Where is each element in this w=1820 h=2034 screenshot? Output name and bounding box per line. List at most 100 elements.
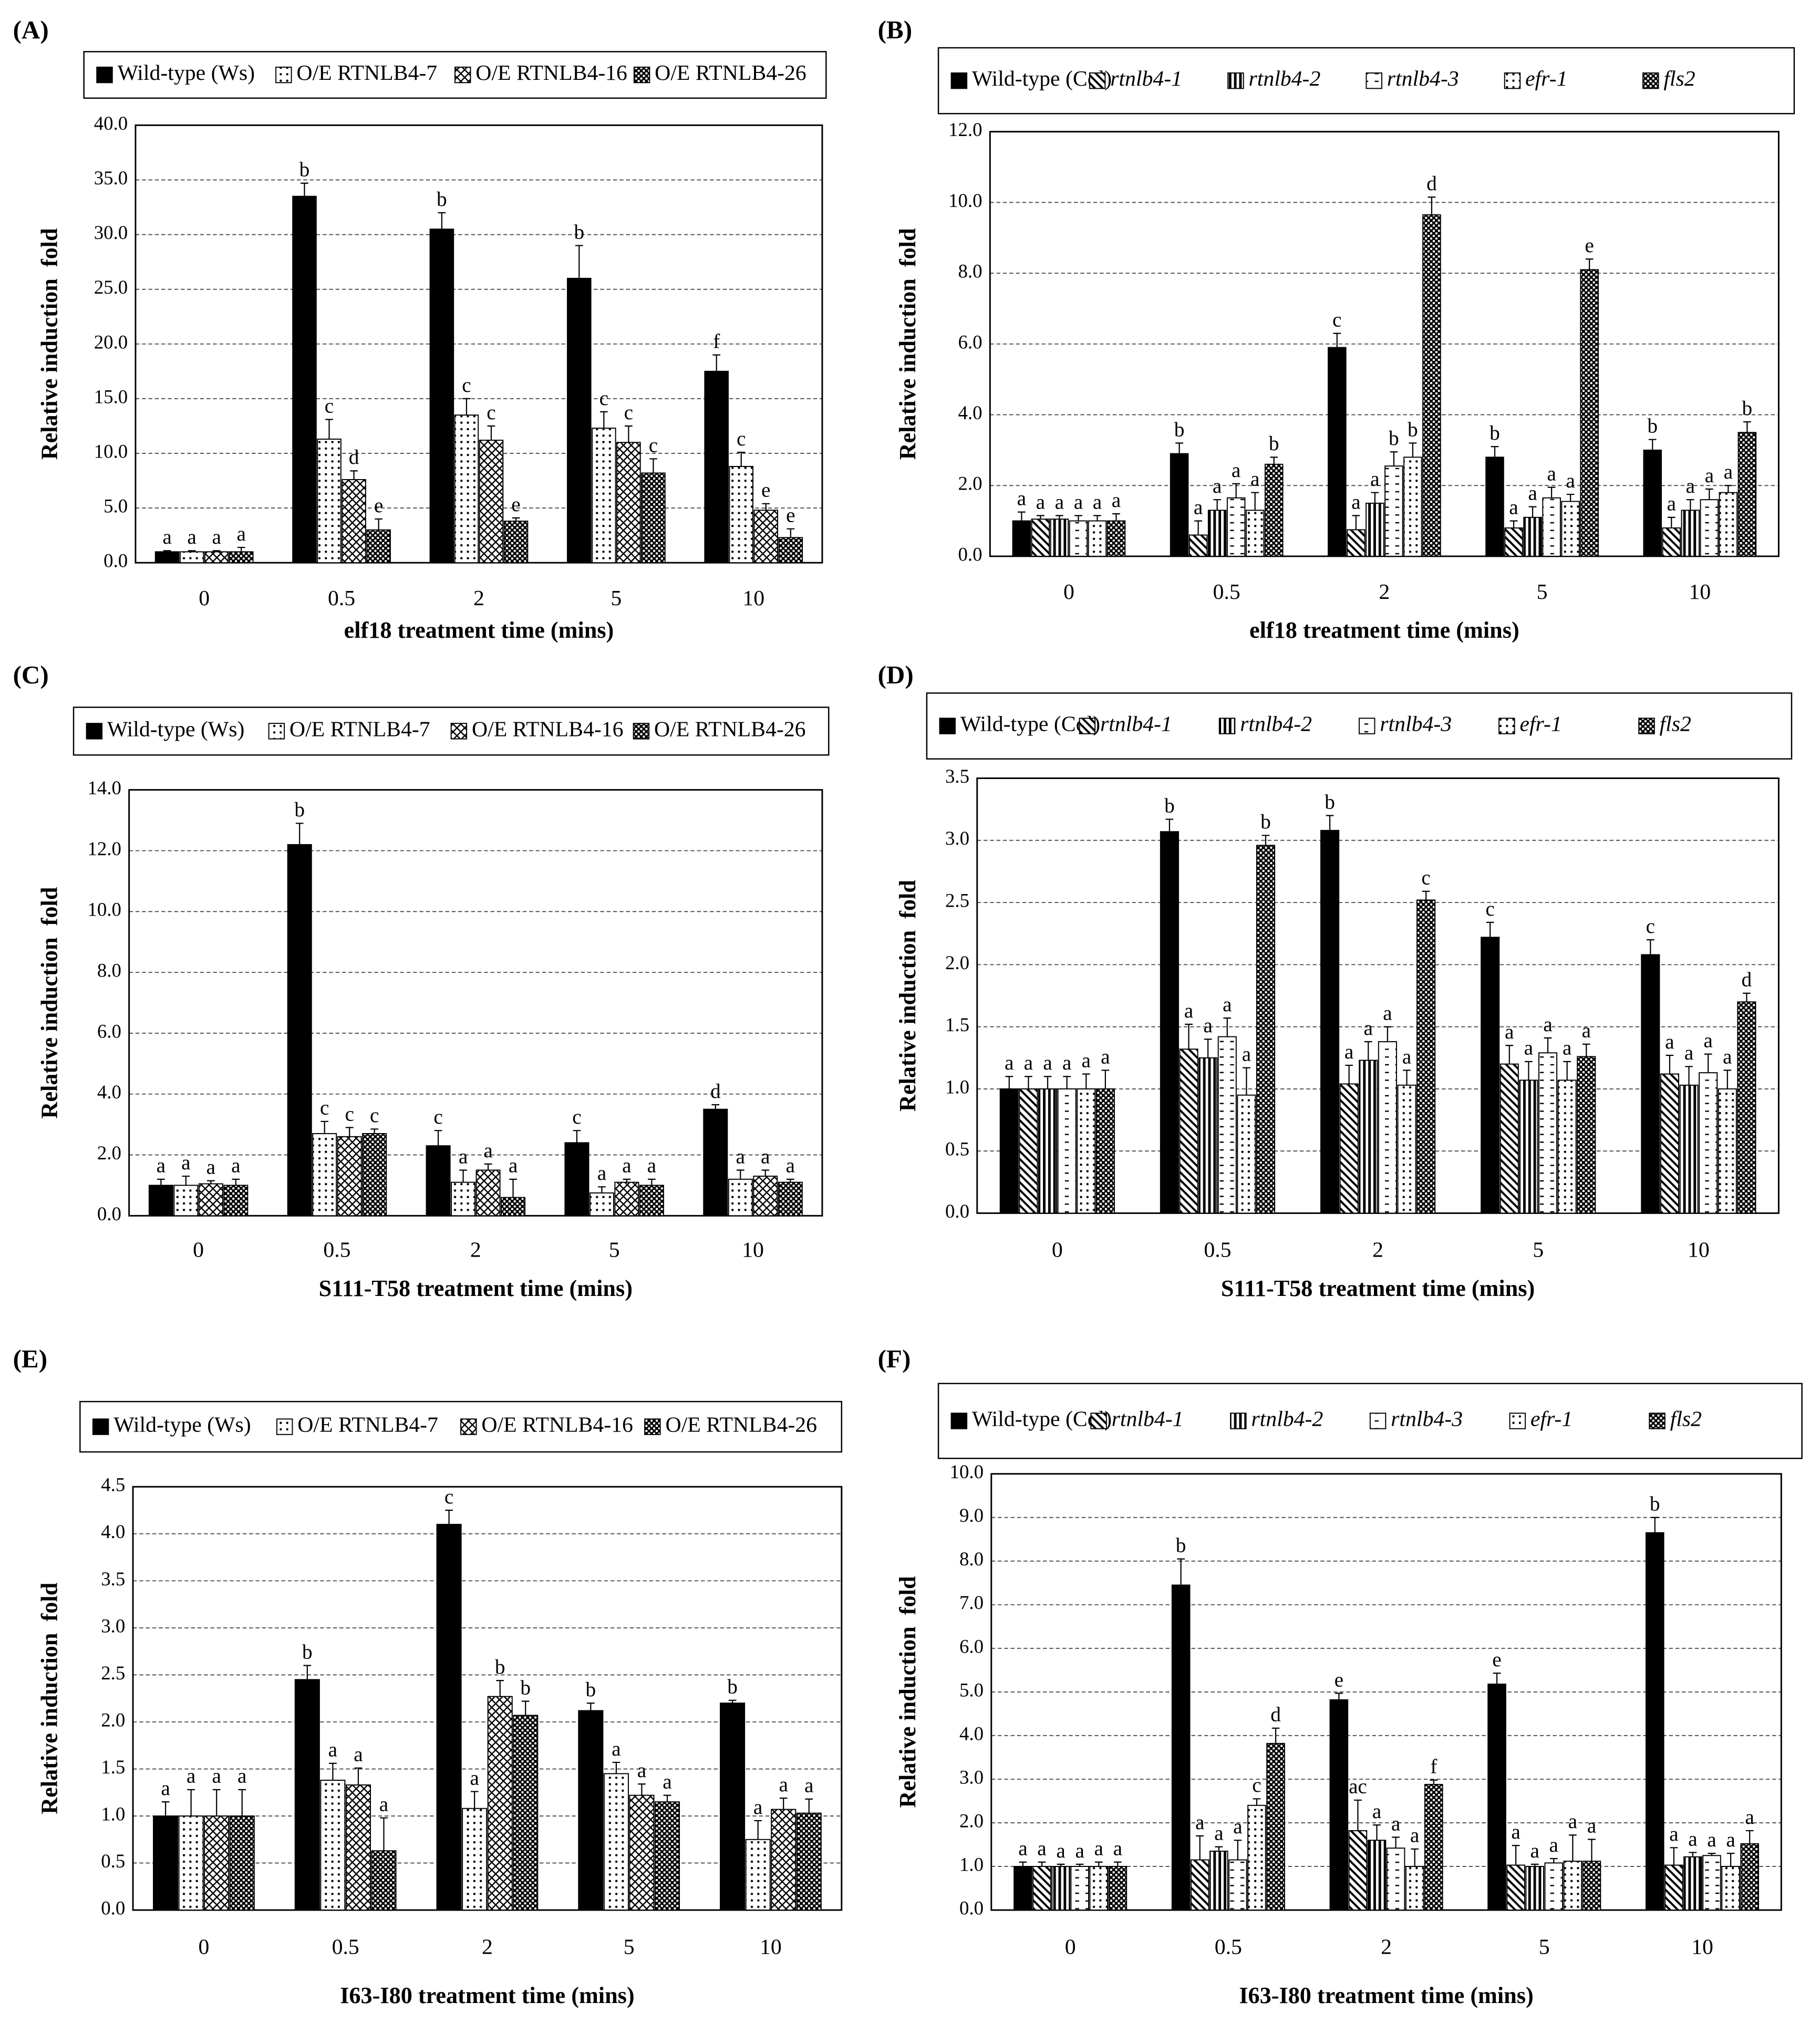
bar (753, 1176, 778, 1217)
error-bar (157, 1178, 165, 1186)
y-axis-title: Relative induction fold (36, 1582, 62, 1814)
x-tick-label: 0.5 (1204, 1238, 1231, 1262)
error-bar (1491, 446, 1499, 458)
legend-swatch (1079, 718, 1096, 734)
error-bar (1165, 818, 1174, 832)
error-bar (1708, 1853, 1716, 1856)
x-tick-label: 5 (609, 1238, 620, 1262)
significance-letter: a (187, 525, 196, 548)
significance-letter: f (713, 330, 720, 353)
error-bar (1043, 1076, 1052, 1089)
x-axis-title: S111-T58 treatment time (mins) (319, 1275, 633, 1301)
legend-label: fls2 (1663, 67, 1695, 91)
error-bar (711, 1104, 720, 1109)
bar (1542, 497, 1561, 557)
bar (1032, 1866, 1051, 1911)
panel-label: (B) (878, 15, 912, 44)
x-tick-label: 2 (1379, 580, 1390, 604)
legend-label: rtnlb4-1 (1112, 1407, 1184, 1431)
significance-letter: a (1410, 1824, 1419, 1847)
bar (1738, 432, 1757, 557)
legend-label: Wild-type (Col) (960, 712, 1100, 736)
error-bar (438, 212, 446, 230)
y-tick-label: 2.0 (945, 952, 969, 973)
significance-letter: a (1233, 1815, 1242, 1838)
significance-letter: a (1214, 1822, 1223, 1845)
legend-label: rtnlb4-3 (1387, 67, 1459, 91)
bar (1339, 1083, 1359, 1214)
bar (1366, 502, 1384, 557)
legend-label: fls2 (1670, 1407, 1702, 1431)
significance-letter: a (161, 1777, 170, 1800)
bar (1320, 829, 1340, 1214)
error-bar (182, 1175, 190, 1186)
significance-letter: a (736, 1145, 745, 1168)
error-bar (737, 451, 746, 467)
legend-swatch (1358, 718, 1376, 734)
significance-letter: a (1242, 1043, 1251, 1066)
bar (345, 1784, 371, 1911)
y-tick-label: 0.0 (959, 1897, 984, 1919)
y-tick-label: 8.0 (958, 261, 983, 282)
significance-letter: a (1723, 1045, 1732, 1068)
significance-letter: a (162, 525, 171, 548)
bar (1019, 1088, 1038, 1214)
significance-letter: a (1528, 482, 1537, 505)
bar (1108, 1866, 1128, 1911)
bar (475, 1169, 501, 1217)
error-bar (1525, 1061, 1533, 1081)
legend-label: efr-1 (1519, 712, 1562, 736)
legend-label: Wild-type (Ws) (113, 1413, 251, 1437)
error-bar (586, 1702, 595, 1711)
y-axis-title: Relative induction fold (36, 228, 62, 460)
significance-letter: b (1325, 790, 1335, 813)
significance-letter: a (1724, 460, 1733, 483)
error-bar (1685, 1066, 1693, 1085)
plot-frame (128, 789, 823, 1217)
plot-frame (990, 1473, 1782, 1911)
error-bar (380, 1817, 388, 1851)
legend-label: O/E RTNLB4-16 (475, 61, 627, 85)
bar (753, 510, 779, 564)
y-tick-label: 1.0 (959, 1853, 984, 1875)
error-bar (1651, 1517, 1659, 1533)
bar (1641, 954, 1660, 1214)
plot-frame (976, 777, 1780, 1214)
bar (745, 1839, 771, 1911)
bar (1662, 527, 1681, 557)
significance-letter: a (1372, 1800, 1381, 1823)
significance-letter: e (1585, 234, 1594, 257)
legend-label: efr-1 (1525, 67, 1567, 91)
significance-letter: b (1164, 794, 1175, 817)
error-bar (1335, 1693, 1343, 1700)
bar (1557, 1080, 1577, 1214)
significance-letter: b (1647, 414, 1658, 438)
significance-letter: a (1017, 487, 1026, 510)
error-bar (163, 550, 171, 552)
x-tick-label: 0 (199, 586, 210, 610)
bar (999, 1088, 1019, 1214)
legend-swatch (644, 1418, 661, 1435)
significance-letter: d (1426, 172, 1437, 195)
bar (1367, 1840, 1387, 1911)
bar (1702, 1855, 1721, 1911)
legend-swatch (1230, 1413, 1247, 1429)
panel: (A)0.05.010.015.020.025.030.035.040.00a a… (13, 15, 827, 643)
error-bar (1390, 451, 1398, 466)
bar (1171, 1584, 1191, 1911)
x-tick-label: 10 (1689, 580, 1711, 604)
significance-letter: a (1113, 1837, 1122, 1860)
error-bar (1723, 1070, 1732, 1089)
x-tick-label: 10 (742, 1238, 764, 1262)
error-bar (303, 1665, 312, 1680)
x-tick-label: 2 (482, 1935, 493, 1959)
significance-letter: c (320, 1096, 329, 1119)
bar (1525, 1866, 1544, 1911)
y-tick-label: 20.0 (94, 331, 128, 352)
panel-label: (C) (13, 660, 49, 689)
legend-swatch (1227, 72, 1244, 89)
significance-letter: a (612, 1737, 621, 1760)
significance-letter: a (1075, 1839, 1084, 1862)
error-bar (663, 1794, 671, 1802)
